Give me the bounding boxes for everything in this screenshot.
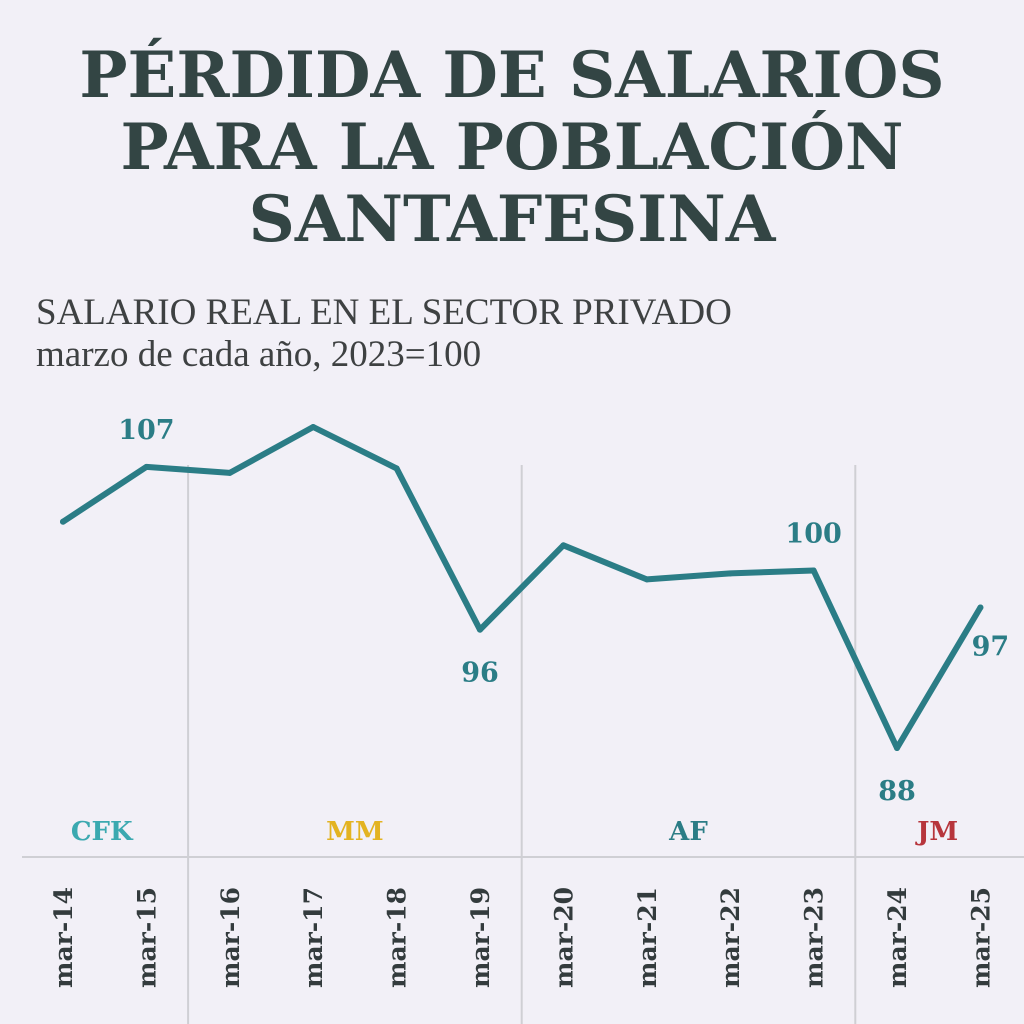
period-label: JM xyxy=(915,817,958,847)
data-point xyxy=(977,604,984,611)
data-point xyxy=(477,626,483,633)
x-tick-label: mar-24 xyxy=(883,887,912,988)
x-tick-label: mar-15 xyxy=(132,887,161,988)
x-tick-label: mar-23 xyxy=(800,887,829,988)
data-label: 96 xyxy=(461,658,499,689)
title-line-3: SANTAFESINA xyxy=(248,182,776,257)
data-point xyxy=(226,469,233,476)
x-tick-label: mar-16 xyxy=(216,887,245,988)
x-tick-label: mar-25 xyxy=(966,887,995,988)
subtitle-line-2: marzo de cada año, 2023=100 xyxy=(36,334,482,375)
title-line-2: PARA LA POBLACIÓN xyxy=(120,110,904,185)
data-label: 100 xyxy=(785,518,841,549)
data-point xyxy=(810,567,817,574)
title-line-1: PÉRDIDA DE SALARIOS xyxy=(79,38,945,113)
period-label: CFK xyxy=(71,817,134,847)
data-label: 97 xyxy=(972,631,1010,662)
x-tick-label: mar-17 xyxy=(299,887,328,988)
subtitle-line-1: SALARIO REAL EN EL SECTOR PRIVADO xyxy=(36,292,732,333)
period-label: AF xyxy=(668,817,708,847)
series-line xyxy=(60,424,984,751)
data-point xyxy=(727,570,734,577)
x-tick-label: mar-20 xyxy=(549,887,578,988)
chart-subtitle: SALARIO REAL EN EL SECTOR PRIVADO marzo … xyxy=(36,292,732,376)
x-tick-label: mar-19 xyxy=(466,887,495,988)
data-point xyxy=(560,542,567,549)
page-title: PÉRDIDA DE SALARIOS PARA LA POBLACIÓN SA… xyxy=(0,40,1024,256)
x-tick-label: mar-21 xyxy=(633,887,662,988)
data-point xyxy=(310,424,317,430)
x-tick-label: mar-18 xyxy=(383,887,412,988)
data-point xyxy=(894,745,900,751)
data-point xyxy=(393,465,400,472)
data-point xyxy=(143,463,150,470)
data-label: 107 xyxy=(118,415,174,446)
period-label: MM xyxy=(326,817,384,847)
x-tick-label: mar-22 xyxy=(716,887,745,988)
data-point xyxy=(60,518,66,525)
data-label: 88 xyxy=(878,776,916,807)
x-tick-label: mar-14 xyxy=(49,887,78,988)
data-point xyxy=(643,576,650,583)
